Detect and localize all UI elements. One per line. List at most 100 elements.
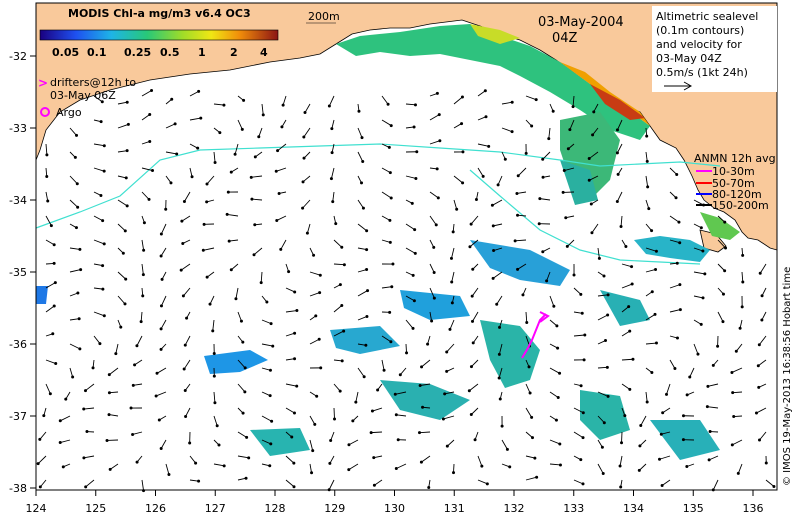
- x-tick-label: 124: [26, 502, 47, 515]
- velocity-arrow: [165, 123, 176, 129]
- velocity-arrowhead: [249, 175, 253, 179]
- velocity-arrowhead: [495, 302, 499, 306]
- velocity-arrowhead: [229, 170, 233, 174]
- velocity-arrow: [638, 463, 647, 471]
- velocity-arrowhead: [556, 346, 560, 350]
- velocity-arrowhead: [314, 314, 318, 318]
- velocity-arrowhead: [157, 418, 161, 422]
- velocity-arrow: [45, 282, 56, 289]
- velocity-arrow: [549, 367, 560, 374]
- velocity-arrow: [597, 415, 605, 424]
- velocity-arrow: [184, 335, 191, 346]
- velocity-arrowhead: [302, 135, 306, 139]
- velocity-arrow: [251, 175, 263, 178]
- velocity-arrowhead: [338, 283, 342, 287]
- velocity-arrowhead: [757, 385, 761, 389]
- velocity-arrowhead: [181, 294, 185, 298]
- velocity-arrowhead: [471, 267, 475, 271]
- velocity-arrowhead: [131, 432, 135, 436]
- velocity-arrowhead: [107, 373, 111, 377]
- velocity-arrowhead: [201, 248, 205, 252]
- velocity-arrow: [621, 263, 632, 268]
- velocity-arrow: [429, 215, 437, 226]
- velocity-arrowhead: [756, 364, 760, 368]
- velocity-arrowhead: [247, 456, 251, 460]
- velocity-arrow: [309, 292, 320, 297]
- velocity-arrow: [689, 367, 695, 378]
- velocity-arrow: [93, 143, 105, 147]
- velocity-arrowhead: [394, 466, 398, 470]
- velocity-arrowhead: [389, 340, 393, 344]
- velocity-arrowhead: [71, 375, 75, 379]
- velocity-arrowhead: [675, 261, 679, 265]
- velocity-arrow: [381, 191, 392, 199]
- velocity-arrowhead: [510, 100, 514, 104]
- velocity-arrow: [717, 311, 724, 322]
- velocity-arrowhead: [147, 197, 151, 201]
- velocity-arrowhead: [36, 462, 40, 466]
- velocity-arrow: [333, 305, 343, 313]
- velocity-arrowhead: [159, 254, 163, 258]
- velocity-arrow: [213, 391, 216, 403]
- velocity-arrowhead: [685, 465, 689, 469]
- velocity-arrow: [421, 455, 431, 463]
- velocity-arrow: [181, 215, 191, 222]
- velocity-arrow: [419, 431, 431, 434]
- cbar-tick: 4: [260, 46, 268, 59]
- velocity-arrow: [549, 391, 559, 398]
- velocity-arrowhead: [639, 424, 643, 428]
- velocity-arrowhead: [131, 383, 135, 387]
- velocity-arrowhead: [133, 363, 137, 367]
- velocity-legend-line1: Altimetric sealevel: [656, 10, 758, 23]
- y-tick-label: -32: [9, 50, 27, 63]
- velocity-arrowhead: [99, 120, 103, 124]
- velocity-arrowhead: [310, 471, 314, 475]
- velocity-arrow: [285, 310, 297, 313]
- velocity-arrowhead: [533, 456, 537, 460]
- velocity-arrow: [645, 199, 650, 209]
- velocity-arrow: [444, 391, 455, 395]
- velocity-arrow: [616, 191, 623, 202]
- velocity-arrowhead: [269, 442, 273, 446]
- velocity-arrowhead: [340, 359, 344, 363]
- velocity-arrowhead: [360, 136, 364, 140]
- velocity-arrowhead: [159, 447, 163, 451]
- velocity-arrowhead: [660, 483, 664, 487]
- velocity-arrow: [640, 415, 647, 426]
- velocity-arrowhead: [394, 413, 398, 417]
- velocity-arrow: [645, 314, 656, 321]
- velocity-arrowhead: [500, 424, 504, 428]
- velocity-arrowhead: [212, 374, 216, 378]
- velocity-arrowhead: [413, 228, 417, 232]
- velocity-arrow: [372, 407, 383, 412]
- velocity-arrowhead: [218, 131, 222, 135]
- velocity-arrowhead: [515, 191, 519, 195]
- velocity-arrow: [405, 223, 415, 231]
- velocity-arrow: [573, 287, 582, 295]
- velocity-arrowhead: [340, 245, 344, 249]
- velocity-arrowhead: [498, 397, 502, 401]
- velocity-arrowhead: [497, 352, 501, 356]
- velocity-arrow: [381, 167, 391, 174]
- velocity-arrowhead: [139, 320, 143, 324]
- velocity-arrowhead: [516, 267, 520, 271]
- velocity-arrowhead: [241, 411, 245, 415]
- velocity-arrow: [449, 319, 455, 330]
- velocity-arrowhead: [386, 102, 390, 106]
- velocity-arrow: [85, 383, 95, 391]
- velocity-arrow: [285, 455, 295, 464]
- velocity-arrowhead: [102, 169, 106, 173]
- velocity-arrow: [621, 383, 631, 390]
- colorbar-ticks: 0.05 0.1 0.25 0.5 1 2 4: [52, 46, 268, 59]
- velocity-arrowhead: [604, 339, 608, 343]
- velocity-arrowhead: [184, 414, 188, 418]
- velocity-arrowhead: [293, 331, 297, 335]
- velocity-arrowhead: [351, 419, 355, 423]
- velocity-arrow: [141, 479, 144, 491]
- velocity-arrow: [405, 295, 415, 302]
- velocity-arrow: [501, 439, 508, 450]
- velocity-arrow: [669, 309, 681, 313]
- velocity-arrowhead: [78, 247, 82, 251]
- velocity-arrowhead: [485, 482, 489, 486]
- velocity-arrowhead: [654, 267, 658, 271]
